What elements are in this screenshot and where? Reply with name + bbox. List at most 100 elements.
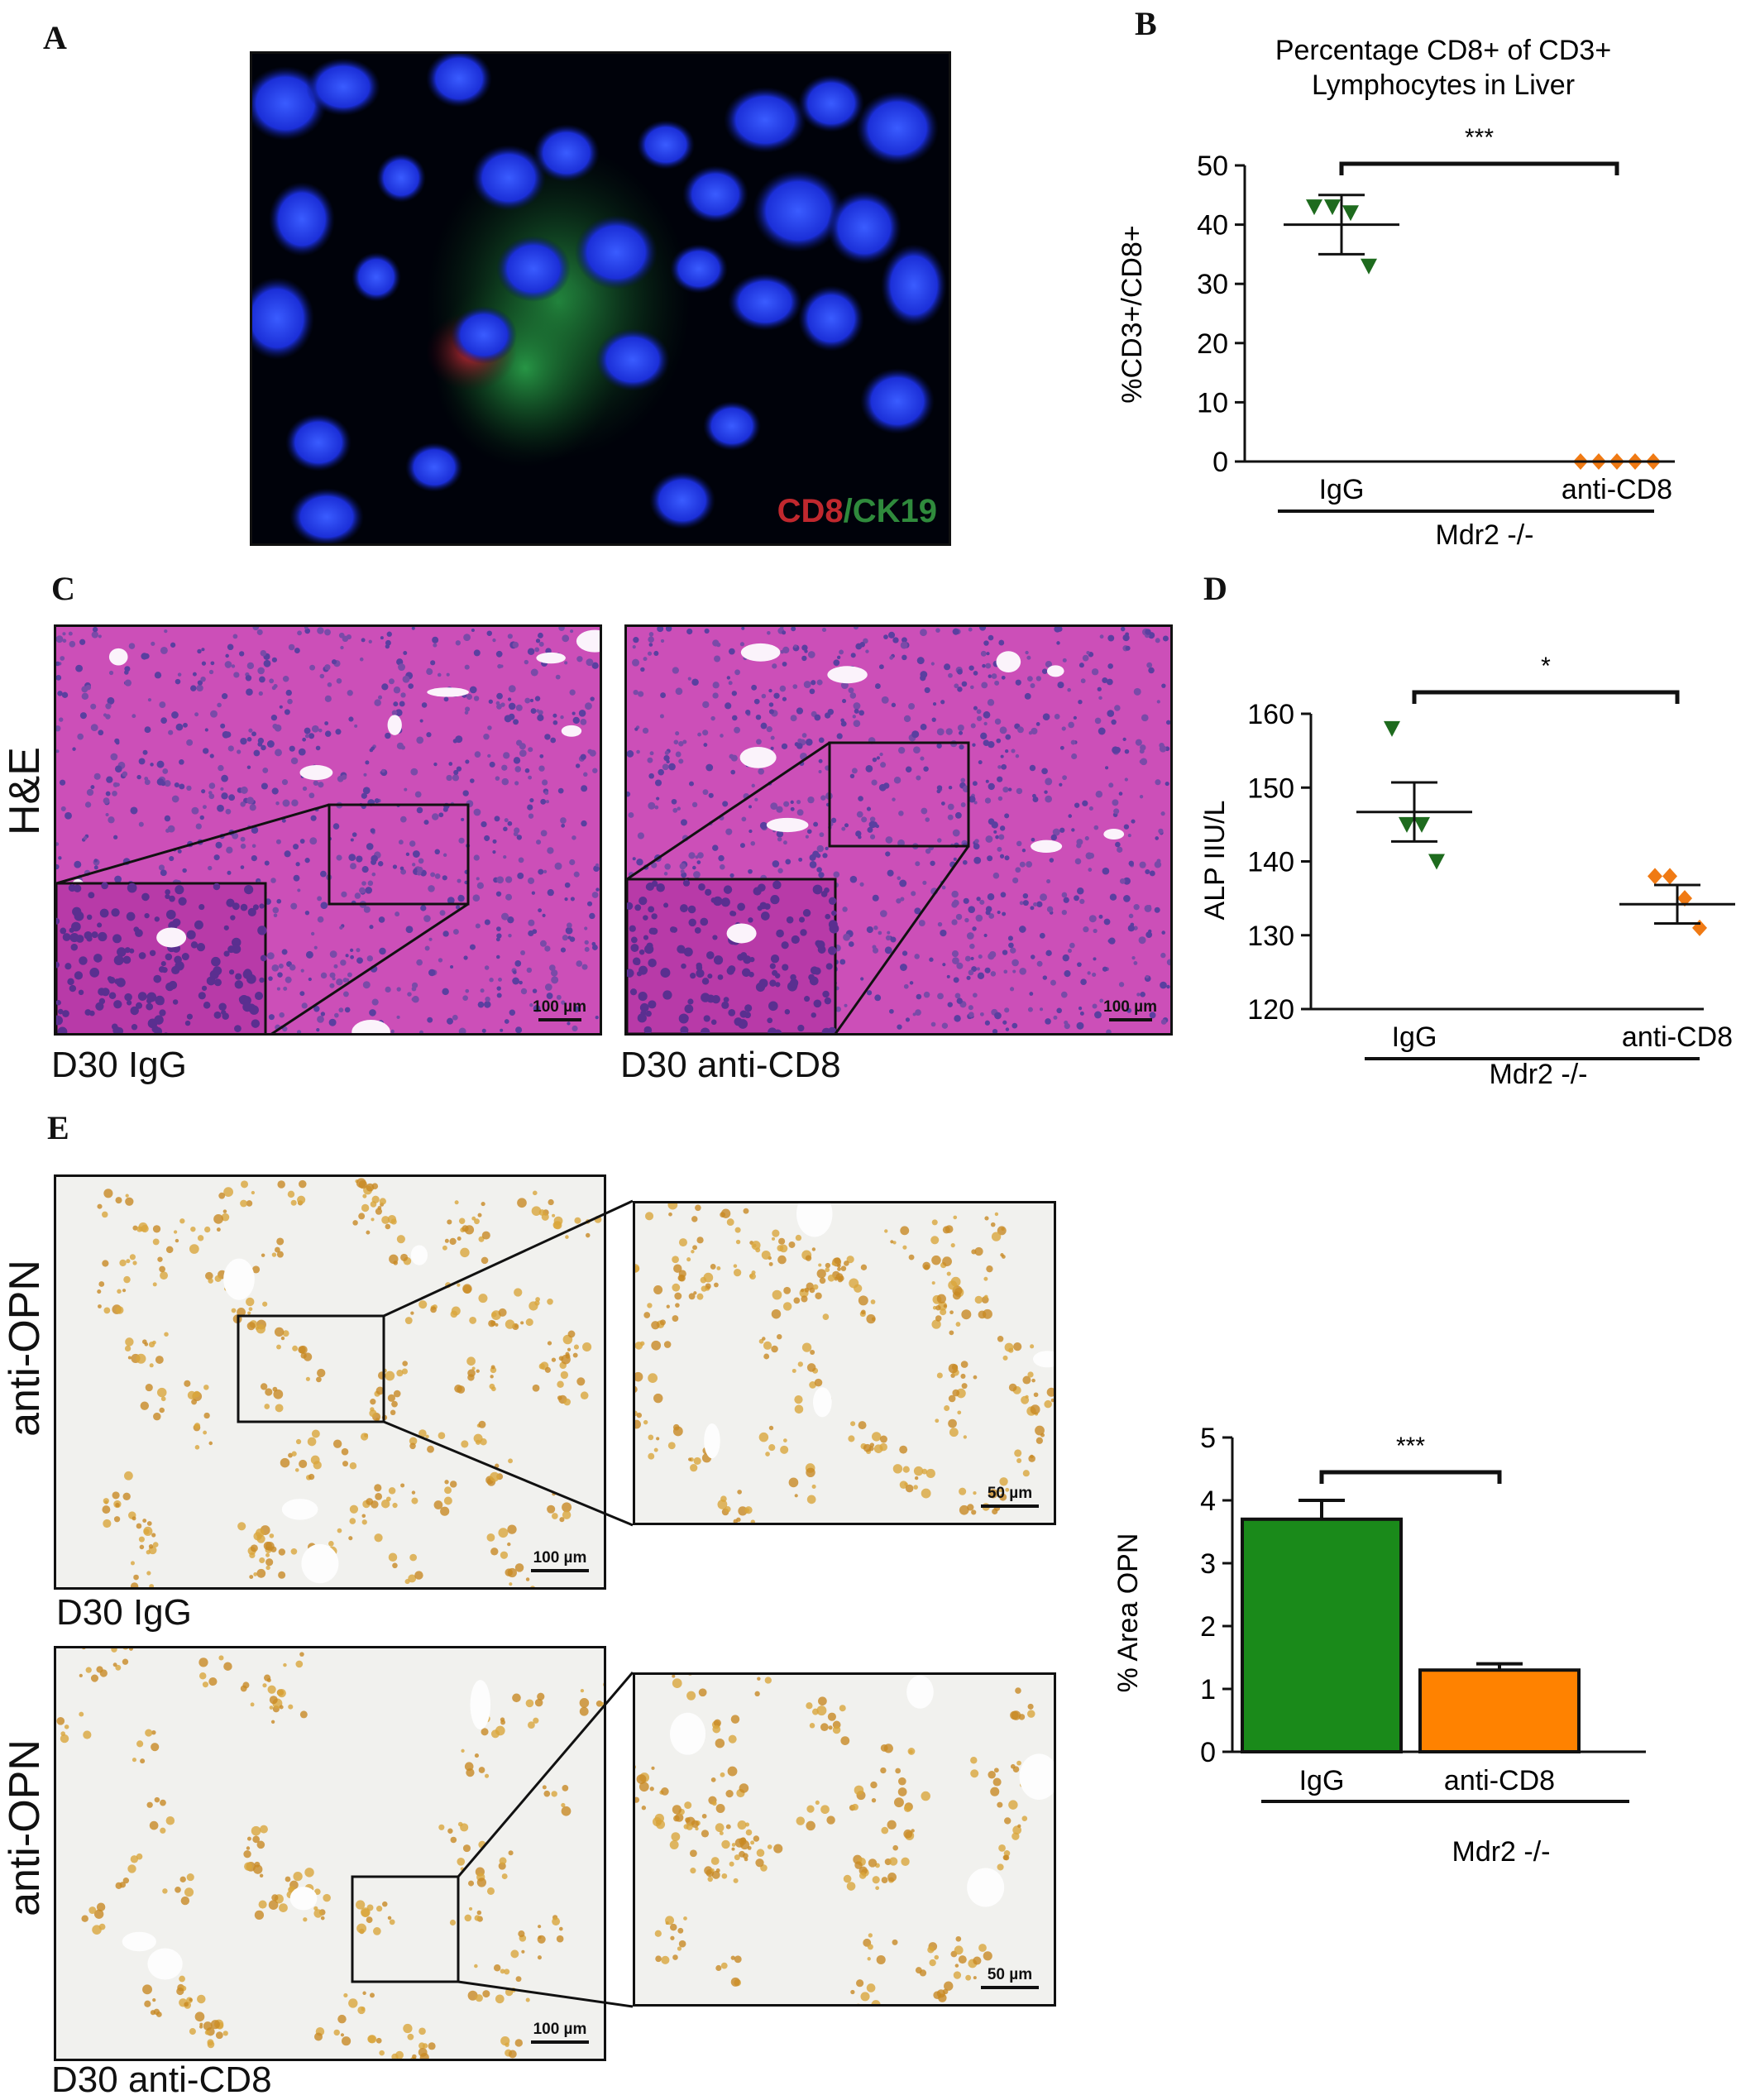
opn-scale-bar: 50 µm	[981, 1485, 1039, 1508]
data-point-1-3	[1692, 919, 1707, 936]
chart-b-title-line-2: Lymphocytes in Liver	[1312, 69, 1575, 101]
opn-igg-image: 100 µm	[54, 1174, 606, 1590]
opn-anti-cd8-zoom-image: 50 µm	[633, 1672, 1056, 2007]
opn-anti-cd8-caption: D30 anti-CD8	[51, 2059, 272, 2100]
opn-igg-zoom-image: 50 µm	[633, 1201, 1056, 1525]
he-scale-bar: 100 µm	[533, 998, 586, 1021]
significance-bracket	[1319, 1470, 1502, 1484]
opn-anti-cd8-image: 100 µm	[54, 1646, 606, 2061]
opn-scale-bar: 100 µm	[531, 1549, 589, 1572]
x-tick-label-1: anti-CD8	[1444, 1765, 1555, 1796]
opn-scale-bar: 100 µm	[531, 2021, 589, 2044]
he-anti-cd8-caption: D30 anti-CD8	[620, 1045, 841, 1085]
opn-scale-bar-line	[981, 1986, 1039, 1989]
panel-a-fluorescence-image: CD8/CK19	[250, 51, 951, 546]
x-tick-label-1: anti-CD8	[1622, 1021, 1733, 1053]
opn-tissue-texture	[635, 1675, 1054, 2004]
bar-0	[1241, 1517, 1403, 1754]
he-igg-image: 100 µm	[54, 624, 602, 1036]
chart-e-x-label: Mdr2 -/-	[1452, 1836, 1551, 1868]
he-inset-vessel	[156, 927, 187, 948]
chart-d-x-label: Mdr2 -/-	[1490, 1059, 1588, 1090]
opn-igg-caption: D30 IgG	[56, 1592, 192, 1633]
opn-scale-bar-label: 50 µm	[987, 1485, 1033, 1502]
opn-row-label-top: anti-OPN	[1, 1260, 49, 1437]
y-tick-label-0: 0	[1200, 1737, 1216, 1768]
data-point-0-2	[1413, 816, 1430, 833]
panel-e-label: E	[47, 1109, 69, 1146]
opn-vessels	[669, 1675, 1054, 1907]
he-zoom-line-bottom	[834, 845, 970, 1033]
opn-scale-bar-label: 100 µm	[533, 2021, 587, 2038]
he-roi-box	[828, 741, 970, 848]
opn-tissue-texture	[56, 1177, 604, 1587]
opn-roi-box	[237, 1314, 385, 1423]
chart-d: ALP IIU/L Mdr2 -/- 120 130 140 150 160 IgG ant…	[1199, 653, 1735, 1090]
y-tick-label-3: 3	[1200, 1548, 1216, 1580]
opn-roi-box	[351, 1875, 460, 1983]
opn-tissue-texture	[56, 1648, 604, 2059]
data-point-0-0	[1306, 199, 1322, 216]
significance-stars: ***	[1465, 124, 1494, 151]
stain-cd8: CD8	[777, 493, 844, 529]
opn-scale-bar-line	[981, 1504, 1039, 1508]
stain-separator: /	[843, 493, 853, 529]
he-zoom-line-top	[56, 803, 330, 885]
opn-staining	[635, 1203, 1054, 1523]
opn-background	[635, 1203, 1054, 1523]
chart-b-y-label: %CD3+/CD8+	[1117, 225, 1148, 403]
significance-stars: *	[1541, 653, 1551, 680]
he-row-label: H&E	[1, 747, 49, 835]
y-tick-label-1: 1	[1200, 1674, 1216, 1705]
opn-staining	[635, 1675, 1038, 2004]
y-tick-label-160: 160	[1247, 699, 1294, 730]
he-inset-nuclei	[627, 879, 839, 1033]
bar-1	[1418, 1668, 1581, 1754]
stain-legend: CD8/CK19	[777, 493, 937, 530]
he-scale-bar-label: 100 µm	[533, 998, 586, 1016]
he-tissue-texture	[627, 627, 1170, 1033]
opn-scale-bar-line	[531, 2040, 589, 2044]
y-tick-label-4: 4	[1200, 1485, 1216, 1517]
x-tick-label-0: IgG	[1299, 1765, 1345, 1796]
opn-scale-bar: 50 µm	[981, 1966, 1039, 1989]
chart-b: Percentage CD8+ of CD3+ Lymphocytes in L…	[1117, 35, 1675, 551]
y-tick-label-40: 40	[1197, 210, 1228, 242]
data-point-1-0	[1648, 868, 1662, 885]
chart-d-y-label: ALP IIU/L	[1199, 801, 1231, 921]
he-inset	[56, 882, 267, 1033]
y-tick-label-2: 2	[1200, 1611, 1216, 1643]
stain-ck19: CK19	[852, 493, 937, 529]
he-scale-bar-line	[538, 1018, 581, 1021]
opn-background	[56, 1648, 604, 2059]
opn-scale-bar-label: 100 µm	[533, 1549, 587, 1567]
x-tick-label-0: IgG	[1319, 474, 1365, 505]
data-point-0-2	[1342, 205, 1359, 222]
x-tick-label-0: IgG	[1392, 1021, 1437, 1053]
y-tick-label-30: 30	[1197, 269, 1228, 300]
panel-b-label: B	[1135, 5, 1157, 42]
chart-e-y-label: % Area OPN	[1112, 1533, 1144, 1693]
panel-a-label: A	[43, 19, 67, 56]
data-point-1-1	[1662, 868, 1677, 885]
y-tick-label-5: 5	[1200, 1423, 1216, 1454]
y-tick-label-50: 50	[1197, 151, 1228, 182]
data-point-0-1	[1324, 199, 1341, 216]
he-zoom-line-bottom	[270, 902, 469, 1033]
y-tick-label-0: 0	[1212, 447, 1228, 478]
opn-vessels	[223, 1245, 428, 1584]
data-point-0-0	[1384, 720, 1400, 737]
chart-b-title-line-1: Percentage CD8+ of CD3+	[1275, 35, 1611, 66]
opn-row-label-bottom: anti-OPN	[1, 1739, 49, 1916]
panel-d-label: D	[1203, 570, 1227, 607]
he-vessels	[705, 643, 1125, 917]
he-scale-bar: 100 µm	[1103, 998, 1157, 1021]
fluorescence-micrograph	[252, 54, 949, 543]
y-tick-label-130: 130	[1247, 921, 1294, 952]
he-inset	[627, 878, 837, 1033]
he-inset-nuclei	[56, 882, 267, 1033]
significance-bracket	[1412, 690, 1680, 704]
data-point-0-3	[1361, 258, 1377, 275]
x-tick-label-1: anti-CD8	[1562, 474, 1672, 505]
